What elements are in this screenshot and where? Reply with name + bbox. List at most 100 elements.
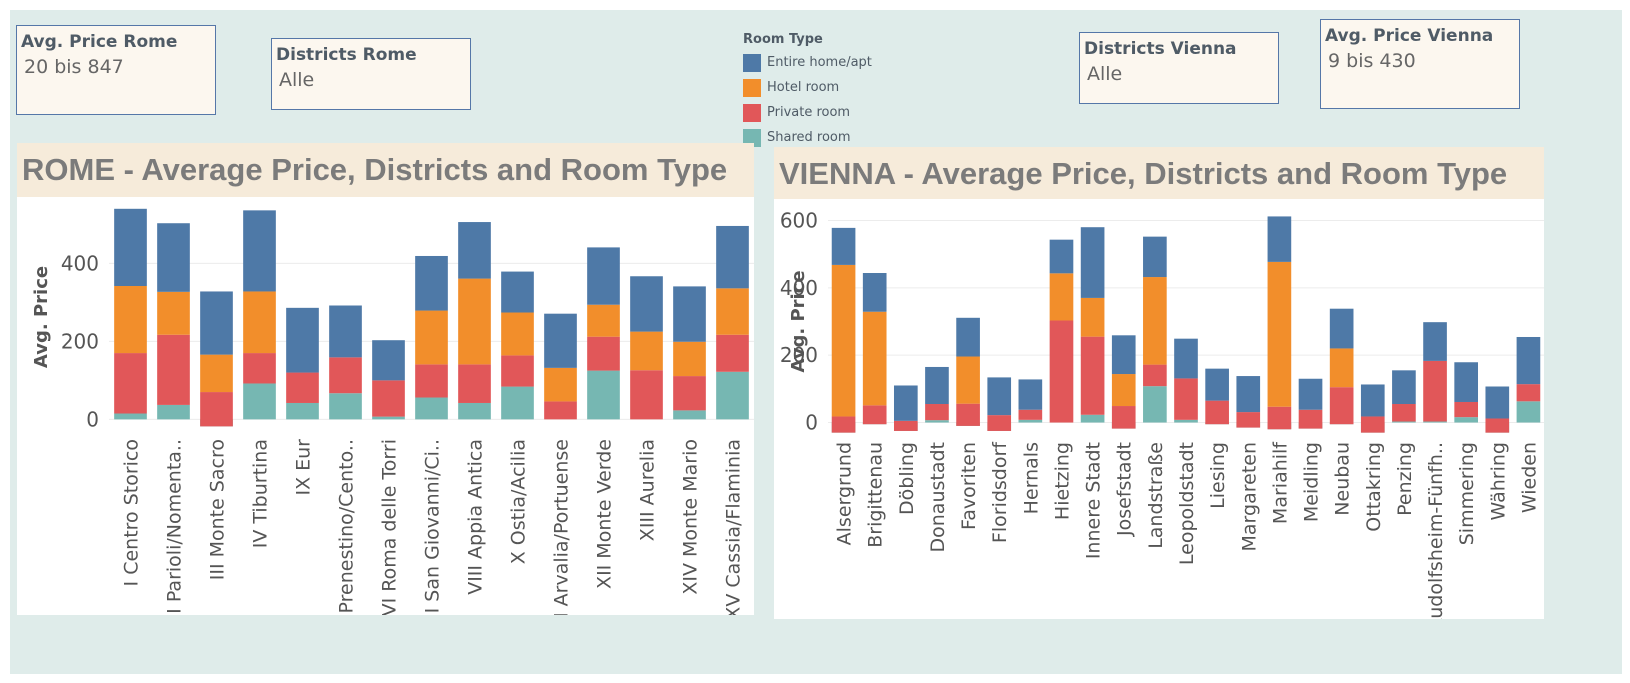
bar-segment[interactable]	[458, 364, 491, 403]
bar-segment[interactable]	[1111, 335, 1136, 375]
vienna-price-filter[interactable]: Avg. Price Vienna 9 bis 430	[1320, 19, 1520, 109]
bar-segment[interactable]	[243, 210, 276, 292]
bar-segment[interactable]	[716, 371, 749, 420]
bar-segment[interactable]	[415, 310, 448, 365]
bar-segment[interactable]	[1143, 236, 1167, 278]
bar-segment[interactable]	[1267, 406, 1292, 430]
bar-segment[interactable]	[673, 286, 706, 342]
bar-segment[interactable]	[1516, 336, 1541, 385]
bar-segment[interactable]	[1423, 360, 1447, 422]
bar-segment[interactable]	[415, 397, 448, 420]
bar-segment[interactable]	[716, 225, 749, 289]
bar-segment[interactable]	[114, 208, 147, 287]
bar-segment[interactable]	[114, 286, 147, 354]
bar-segment[interactable]	[286, 307, 319, 373]
bar-segment[interactable]	[862, 273, 887, 312]
bar-segment[interactable]	[200, 392, 233, 427]
bar-segment[interactable]	[862, 311, 887, 406]
bar-segment[interactable]	[831, 264, 856, 417]
legend-item[interactable]: Entire home/apt	[743, 50, 923, 75]
bar-segment[interactable]	[114, 413, 147, 420]
bar-segment[interactable]	[544, 401, 577, 420]
bar-segment[interactable]	[1111, 374, 1136, 407]
bar-segment[interactable]	[630, 331, 663, 371]
bar-segment[interactable]	[372, 380, 405, 417]
bar-segment[interactable]	[1111, 406, 1136, 429]
bar-segment[interactable]	[956, 403, 980, 426]
bar-segment[interactable]	[1174, 338, 1198, 379]
bar-segment[interactable]	[329, 393, 362, 420]
bar-segment[interactable]	[893, 385, 918, 421]
bar-segment[interactable]	[893, 420, 918, 431]
bar-segment[interactable]	[1080, 227, 1105, 298]
bar-segment[interactable]	[1329, 348, 1354, 388]
bar-segment[interactable]	[157, 291, 190, 335]
vienna-districts-filter[interactable]: Districts Vienna Alle	[1079, 32, 1279, 104]
bar-segment[interactable]	[200, 354, 233, 393]
rome-districts-filter[interactable]: Districts Rome Alle	[271, 38, 471, 110]
bar-segment[interactable]	[1049, 239, 1074, 274]
bar-segment[interactable]	[587, 247, 620, 305]
legend-item[interactable]: Shared room	[743, 125, 923, 150]
bar-segment[interactable]	[925, 366, 949, 405]
bar-segment[interactable]	[587, 336, 620, 371]
bar-segment[interactable]	[673, 341, 706, 377]
bar-segment[interactable]	[329, 357, 362, 394]
bar-segment[interactable]	[114, 353, 147, 414]
bar-segment[interactable]	[1143, 277, 1167, 365]
bar-segment[interactable]	[243, 353, 276, 384]
bar-segment[interactable]	[1143, 364, 1167, 387]
bar-segment[interactable]	[1018, 419, 1043, 423]
bar-segment[interactable]	[1298, 378, 1323, 410]
bar-segment[interactable]	[1049, 273, 1074, 321]
bar-segment[interactable]	[415, 364, 448, 398]
bar-segment[interactable]	[1143, 386, 1167, 423]
bar-segment[interactable]	[925, 420, 949, 423]
bar-segment[interactable]	[831, 416, 856, 433]
bar-segment[interactable]	[1236, 412, 1261, 428]
bar-segment[interactable]	[1360, 384, 1385, 417]
bar-segment[interactable]	[1018, 409, 1043, 420]
bar-segment[interactable]	[157, 334, 190, 405]
rome-districts-filter-value[interactable]: Alle	[279, 69, 315, 91]
bar-segment[interactable]	[862, 405, 887, 425]
vienna-districts-filter-value[interactable]: Alle	[1087, 63, 1123, 85]
bar-segment[interactable]	[1392, 370, 1416, 405]
bar-segment[interactable]	[286, 372, 319, 403]
bar-segment[interactable]	[1485, 418, 1510, 433]
bar-segment[interactable]	[630, 276, 663, 332]
bar-segment[interactable]	[1392, 404, 1416, 422]
bar-segment[interactable]	[987, 377, 1012, 416]
bar-segment[interactable]	[1267, 216, 1292, 262]
bar-segment[interactable]	[243, 383, 276, 420]
bar-segment[interactable]	[673, 410, 706, 420]
bar-segment[interactable]	[1174, 419, 1198, 423]
bar-segment[interactable]	[1205, 368, 1229, 401]
bar-segment[interactable]	[157, 223, 190, 292]
bar-segment[interactable]	[157, 404, 190, 420]
bar-segment[interactable]	[501, 386, 534, 420]
bar-segment[interactable]	[1423, 421, 1447, 423]
bar-segment[interactable]	[200, 291, 233, 355]
bar-segment[interactable]	[1329, 308, 1354, 349]
bar-segment[interactable]	[243, 291, 276, 354]
bar-segment[interactable]	[925, 404, 949, 421]
bar-segment[interactable]	[956, 317, 980, 357]
bar-segment[interactable]	[1080, 414, 1105, 423]
bar-segment[interactable]	[956, 356, 980, 404]
legend-item[interactable]: Private room	[743, 100, 923, 125]
bar-segment[interactable]	[1454, 362, 1479, 402]
rome-price-filter-value[interactable]: 20 bis 847	[24, 56, 124, 78]
legend-item[interactable]: Hotel room	[743, 75, 923, 100]
bar-segment[interactable]	[544, 367, 577, 402]
bar-segment[interactable]	[501, 355, 534, 387]
bar-segment[interactable]	[1049, 320, 1074, 423]
bar-segment[interactable]	[1516, 384, 1541, 402]
bar-segment[interactable]	[1267, 261, 1292, 407]
vienna-price-filter-value[interactable]: 9 bis 430	[1328, 50, 1416, 72]
bar-segment[interactable]	[458, 278, 491, 365]
bar-segment[interactable]	[831, 227, 856, 265]
bar-segment[interactable]	[1236, 376, 1261, 413]
bar-segment[interactable]	[987, 415, 1012, 431]
bar-segment[interactable]	[716, 334, 749, 372]
